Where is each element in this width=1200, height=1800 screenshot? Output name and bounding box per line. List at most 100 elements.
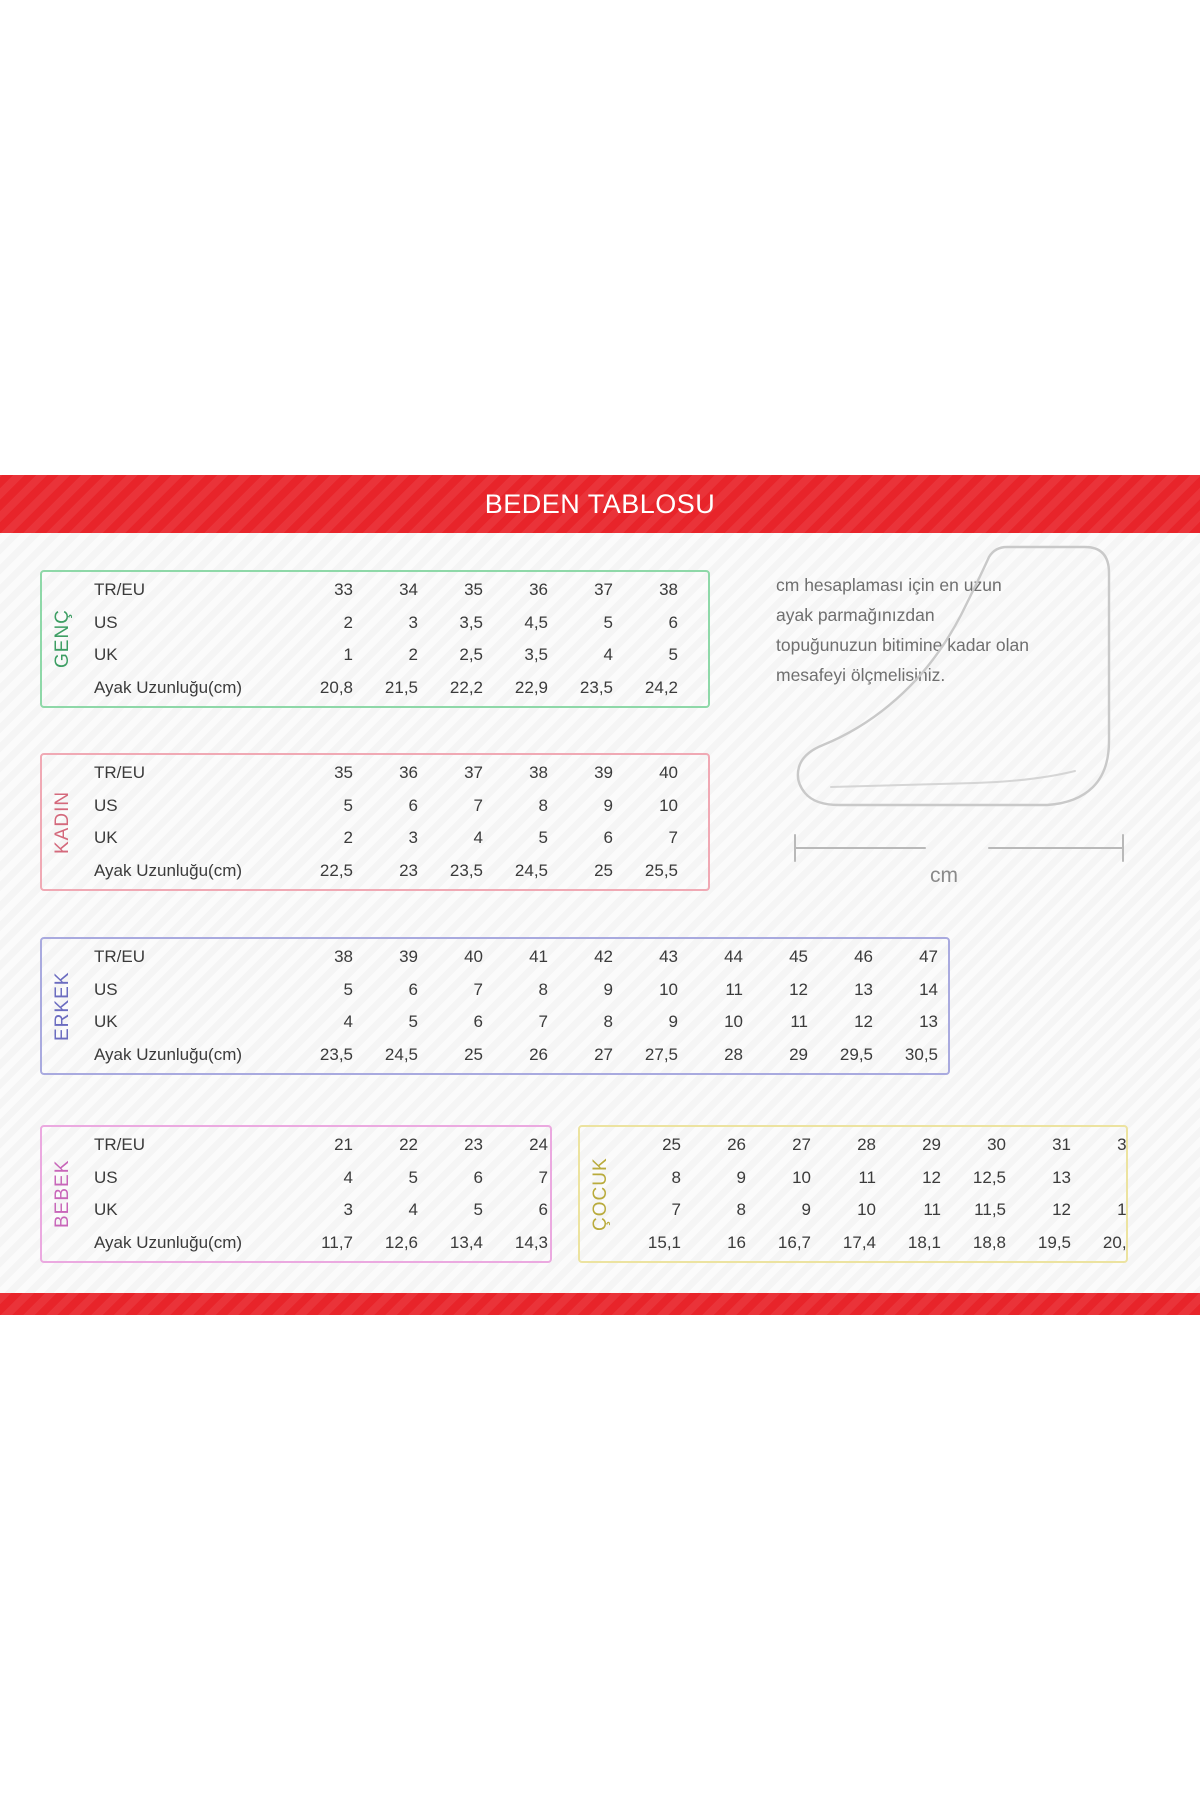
cell: 8 <box>538 979 548 999</box>
cell: 11 <box>684 796 708 816</box>
cell: 24,9 <box>684 678 708 698</box>
cell: 23,5 <box>579 677 613 697</box>
cell: 30 <box>987 1135 1006 1155</box>
size-block-genc-table: TR/EU 33 34 35 36 37 38 39 US 2 <box>84 572 708 706</box>
cell: 11 <box>790 1012 808 1032</box>
table-row: 15,1 16 16,7 17,4 18,1 18,8 19,5 20,2 <box>622 1227 1127 1260</box>
cell: 5 <box>343 979 353 999</box>
size-block-genc: GENÇ TR/EU 33 34 35 36 37 38 39 US <box>40 570 710 708</box>
cell: 6 <box>473 1012 483 1032</box>
cell: 17,4 <box>842 1232 876 1252</box>
cell: 16,7 <box>777 1232 811 1252</box>
cell: 35 <box>334 763 353 783</box>
cell: 39 <box>594 763 613 783</box>
cell: 4 <box>343 1012 353 1032</box>
size-block-erkek-table: TR/EU 38 39 40 41 42 43 44 45 46 47 48 <box>84 939 948 1073</box>
table-row: US 4 5 6 7 <box>84 1162 550 1195</box>
cell: 20,8 <box>319 677 353 697</box>
cell: 3,5 <box>524 645 548 665</box>
cell: 14 <box>919 979 938 999</box>
size-chart-card: BEDEN TABLOSU GENÇ TR/EU 33 34 35 36 37 … <box>0 475 1200 1315</box>
cell: 38 <box>529 763 548 783</box>
table-row: 25 26 27 28 29 30 31 32 <box>622 1129 1127 1162</box>
cell: 8 <box>671 1167 681 1187</box>
cell: 44 <box>724 947 743 967</box>
cell: 29 <box>789 1044 808 1064</box>
cell: 1 <box>1077 1168 1126 1188</box>
cell: 22,5 <box>319 860 353 880</box>
foot-illustration <box>794 545 1124 862</box>
cell: 4,5 <box>524 612 548 632</box>
cell: 35 <box>464 580 483 600</box>
cell: 32 <box>1117 1135 1127 1155</box>
cell: 3 <box>408 612 418 632</box>
table-row: UK 3 4 5 6 <box>84 1194 550 1227</box>
table-row: UK 1 2 2,5 3,5 4 5 5,5 <box>84 639 708 672</box>
size-block-genc-label: GENÇ <box>52 609 73 669</box>
cell: 13 <box>1117 1200 1127 1220</box>
cell: 26,5 <box>684 861 708 881</box>
row-header-length: Ayak Uzunluğu(cm) <box>94 860 243 880</box>
cell: 36 <box>529 580 548 600</box>
cell: 23 <box>399 860 418 880</box>
cell: 42 <box>594 947 613 967</box>
size-block-cocuk: ÇOCUK 25 26 27 28 29 30 31 32 <box>578 1125 1128 1263</box>
cell: 24,2 <box>644 677 678 697</box>
cell: 23,5 <box>449 860 483 880</box>
cell: 6 <box>473 1167 483 1187</box>
cell: 39 <box>684 580 708 600</box>
cell: 7 <box>538 1167 548 1187</box>
cell: 10 <box>792 1167 811 1187</box>
cell: 14 <box>944 1012 948 1032</box>
size-block-kadin: KADIN TR/EU 35 36 37 38 39 40 41 US <box>40 753 710 891</box>
cell: 38 <box>334 947 353 967</box>
row-header-uk: UK <box>94 1200 118 1220</box>
cell: 6 <box>668 612 678 632</box>
table-row: Ayak Uzunluğu(cm) 20,8 21,5 22,2 22,9 23… <box>84 672 708 705</box>
cell: 18,1 <box>907 1232 941 1252</box>
size-block-erkek: ERKEK TR/EU 38 39 40 41 42 43 44 45 46 4… <box>40 937 950 1075</box>
cell: 9 <box>736 1167 746 1187</box>
table-row: TR/EU 38 39 40 41 42 43 44 45 46 47 48 <box>84 941 948 974</box>
cell: 31 <box>944 1045 948 1065</box>
cell: 2 <box>343 828 353 848</box>
cell: 12,5 <box>972 1167 1006 1187</box>
cell: 29,5 <box>839 1044 873 1064</box>
table-row: TR/EU 33 34 35 36 37 38 39 <box>84 574 708 607</box>
row-cells: 21 22 23 24 <box>294 1135 550 1155</box>
cell: 10 <box>857 1200 876 1220</box>
cell: 10 <box>659 979 678 999</box>
size-block-erkek-label: ERKEK <box>52 971 73 1041</box>
row-header-tr-eu: TR/EU <box>94 580 145 600</box>
cell: 15 <box>944 980 948 1000</box>
cell: 30,5 <box>904 1044 938 1064</box>
row-cells: 25 26 27 28 29 30 31 32 <box>622 1135 1127 1155</box>
size-block-kadin-label: KADIN <box>52 790 73 854</box>
cell: 22,9 <box>514 677 548 697</box>
row-header-length: Ayak Uzunluğu(cm) <box>94 1232 243 1252</box>
cell: 9 <box>603 979 613 999</box>
cell: 20,2 <box>1102 1232 1127 1252</box>
row-header-us: US <box>94 979 118 999</box>
cell: 40 <box>659 763 678 783</box>
cell: 37 <box>594 580 613 600</box>
cell: 5 <box>473 1200 483 1220</box>
cell: 26 <box>727 1135 746 1155</box>
cell: 28 <box>857 1135 876 1155</box>
table-row: US 2 3 3,5 4,5 5 6 6,5 <box>84 607 708 640</box>
cell: 11 <box>725 979 743 999</box>
cell: 9 <box>801 1200 811 1220</box>
cell: 19,5 <box>1037 1232 1071 1252</box>
cell: 11,7 <box>321 1232 353 1252</box>
card-background-pattern <box>0 475 1200 1315</box>
row-header-tr-eu: TR/EU <box>94 763 145 783</box>
cell: 8 <box>538 795 548 815</box>
table-row: Ayak Uzunluğu(cm) 23,5 24,5 25 26 27 27,… <box>84 1039 948 1072</box>
cell: 25,5 <box>644 860 678 880</box>
cell: 39 <box>399 947 418 967</box>
cell: 24,5 <box>514 860 548 880</box>
cm-dimension-label: cm <box>930 864 958 887</box>
size-block-bebek-table: TR/EU 21 22 23 24 US 4 5 6 7 <box>84 1127 550 1261</box>
cell: 6,5 <box>684 613 708 633</box>
cell: 13 <box>919 1012 938 1032</box>
